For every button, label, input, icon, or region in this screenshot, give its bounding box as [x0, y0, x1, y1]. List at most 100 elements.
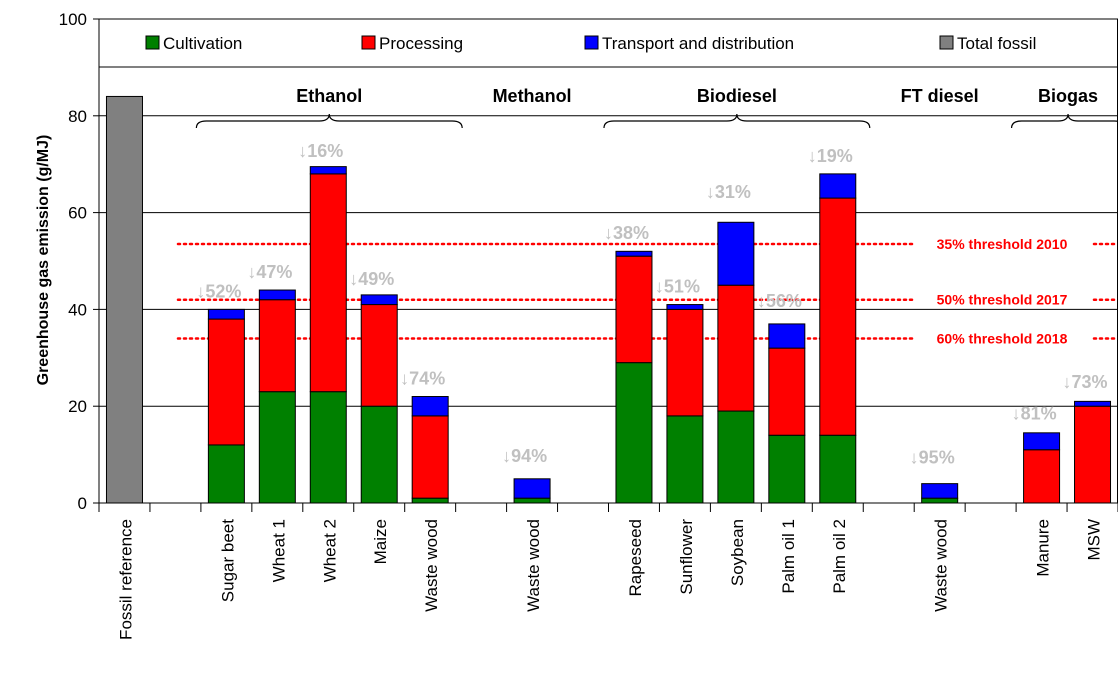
legend-swatch	[145, 35, 160, 50]
reduction-label: ↓16%	[298, 141, 343, 161]
y-tick-label: 80	[68, 107, 87, 126]
y-tick-label: 100	[59, 10, 87, 29]
x-tick-label: Sunflower	[677, 519, 696, 595]
threshold-label: 60% threshold 2018	[937, 330, 1068, 346]
group-label: Biogas	[1038, 86, 1098, 106]
bar-segment	[411, 415, 449, 499]
group-label: Biodiesel	[697, 86, 777, 106]
group-brace	[195, 113, 463, 129]
bar-segment	[717, 410, 755, 504]
bar-segment	[666, 415, 704, 504]
bar-segment	[717, 284, 755, 412]
reduction-label: ↓31%	[706, 182, 751, 202]
bar-segment	[921, 483, 959, 499]
x-tick-label: MSW	[1085, 519, 1104, 561]
group-label: Ethanol	[296, 86, 362, 106]
y-axis-label: Greenhouse gas emission (g/MJ)	[35, 135, 52, 386]
legend-label: Total fossil	[957, 34, 1036, 53]
x-tick-label: Waste wood	[932, 519, 951, 612]
x-tick-label: Soybean	[728, 519, 747, 586]
bar-segment	[768, 323, 806, 349]
bar-segment	[360, 304, 398, 407]
x-tick-label: Sugar beet	[218, 519, 237, 602]
reduction-label: ↓94%	[502, 446, 547, 466]
bar-segment	[258, 391, 296, 504]
threshold-label: 50% threshold 2017	[937, 292, 1068, 308]
bar-segment	[411, 497, 449, 504]
x-tick-label: Waste wood	[524, 519, 543, 612]
reduction-label: ↓81%	[1012, 403, 1057, 423]
y-tick-label: 0	[78, 494, 87, 513]
bars	[105, 95, 1112, 504]
bar-segment	[360, 405, 398, 504]
x-tick-label: Palm oil 1	[779, 519, 798, 594]
legend-label: Transport and distribution	[602, 34, 794, 53]
bar-segment	[1074, 405, 1112, 504]
bar-segment	[360, 294, 398, 306]
bar-segment	[717, 221, 755, 286]
bar-segment	[1023, 449, 1061, 504]
reduction-label: ↓47%	[247, 262, 292, 282]
bar-segment	[309, 173, 347, 393]
x-tick-labels: Fossil reference Sugar beet Wheat 1 Wheat 2…	[116, 519, 1103, 640]
bar-segment	[819, 173, 857, 199]
reduction-label: ↓95%	[910, 447, 955, 467]
reduction-labels: ↓52% ↓47% ↓16% ↓49% ↓74% ↓94% ↓38% ↓51% ↓31% ↓56%…	[196, 141, 1107, 467]
x-tick-label: Rapeseed	[626, 519, 645, 597]
bar-segment	[921, 497, 959, 504]
x-tick-label: Wheat 2	[320, 519, 339, 582]
y-tick-label: 20	[68, 397, 87, 416]
bar-segment	[615, 362, 653, 504]
bar-segment	[309, 166, 347, 175]
bar-segment	[258, 299, 296, 393]
bar-segment	[207, 444, 245, 504]
y-tick-label: 40	[68, 300, 87, 319]
legend-swatch	[584, 35, 599, 50]
bar-segment	[768, 434, 806, 504]
reduction-label: ↓19%	[808, 146, 853, 166]
bar-segment	[207, 308, 245, 320]
bar-segment	[309, 391, 347, 504]
bar-segment	[513, 497, 551, 504]
group-label: Methanol	[493, 86, 572, 106]
legend-label: Processing	[379, 34, 463, 53]
reduction-label: ↓38%	[604, 223, 649, 243]
group-labels: Ethanol Methanol Biodiesel FT diesel Biogas	[195, 86, 1118, 129]
group-brace	[1010, 113, 1118, 129]
bar-segment	[207, 318, 245, 446]
x-tick-label: Manure	[1034, 519, 1053, 577]
bar-segment	[819, 434, 857, 504]
bar-segment	[513, 478, 551, 499]
reduction-label: ↓51%	[655, 276, 700, 296]
legend: Cultivation Processing Transport and distr…	[98, 18, 1118, 68]
x-tick-label: Waste wood	[422, 519, 441, 612]
reduction-label: ↓56%	[757, 291, 802, 311]
bar-segment	[411, 396, 449, 417]
legend-label: Cultivation	[163, 34, 242, 53]
reduction-label: ↓74%	[400, 368, 445, 388]
group-brace	[603, 113, 871, 129]
x-tick-label: Palm oil 2	[830, 519, 849, 594]
group-label: FT diesel	[901, 86, 979, 106]
bar-segment	[1023, 432, 1061, 451]
bar-segment	[615, 255, 653, 364]
legend-swatch	[361, 35, 376, 50]
bar-segment	[666, 304, 704, 310]
bar-segment	[105, 95, 143, 504]
x-tick-label: Wheat 1	[269, 519, 288, 582]
reduction-label: ↓49%	[349, 269, 394, 289]
bar-segment	[666, 308, 704, 417]
bar-segment	[258, 289, 296, 301]
y-tick-label: 60	[68, 204, 87, 223]
bar-segment	[819, 197, 857, 436]
threshold-label: 35% threshold 2010	[937, 236, 1068, 252]
bar-segment	[615, 250, 653, 257]
legend-swatch	[939, 35, 954, 50]
x-tick-label: Fossil reference	[116, 519, 135, 640]
reduction-label: ↓52%	[196, 281, 241, 301]
bar-segment	[1074, 400, 1112, 407]
x-tick-label: Maize	[371, 519, 390, 564]
bar-segment	[768, 347, 806, 436]
